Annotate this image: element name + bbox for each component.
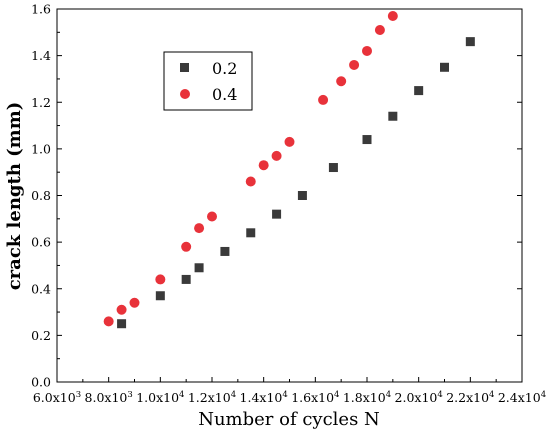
data-point-square bbox=[246, 228, 256, 238]
x-axis-title: Number of cycles N bbox=[198, 409, 380, 430]
data-point-circle bbox=[116, 304, 127, 315]
legend-label-0-4: 0.4 bbox=[212, 85, 237, 104]
y-tick-labels: 0.0 0.2 0.4 0.6 0.8 1.0 1.2 1.4 1.6 bbox=[31, 2, 51, 390]
data-point-circle bbox=[271, 150, 282, 161]
x-tick-label: 2.4x104 bbox=[498, 390, 546, 405]
plot-frame bbox=[56, 8, 523, 383]
y-tick-label: 0.8 bbox=[31, 188, 51, 203]
data-point-circle bbox=[245, 176, 256, 187]
data-point-square bbox=[155, 291, 165, 301]
data-point-square bbox=[440, 62, 449, 72]
y-tick-label: 0.4 bbox=[31, 281, 51, 296]
data-point-circle bbox=[318, 94, 329, 105]
legend-circle-marker bbox=[180, 89, 190, 99]
axis-ticks bbox=[56, 8, 523, 383]
data-point-circle bbox=[284, 136, 295, 147]
data-point-circle bbox=[258, 160, 269, 171]
data-point-circle bbox=[207, 211, 217, 222]
data-point-circle bbox=[181, 241, 192, 252]
x-tick-label: 1.2x104 bbox=[188, 390, 236, 405]
y-tick-label: 1.2 bbox=[31, 95, 51, 110]
x-tick-label: 2.2x104 bbox=[446, 390, 494, 405]
data-point-square bbox=[362, 135, 372, 145]
y-axis-title: crack length (mm) bbox=[4, 102, 25, 291]
data-point-square bbox=[181, 274, 191, 284]
data-point-square bbox=[297, 191, 307, 200]
x-tick-label: 6.0x103 bbox=[33, 390, 81, 405]
data-point-square bbox=[465, 37, 475, 47]
y-tick-label: 1.0 bbox=[31, 141, 51, 156]
data-point-circle bbox=[336, 76, 347, 87]
x-tick-label: 1.0x104 bbox=[136, 390, 184, 405]
x-tick-label: 1.8x104 bbox=[343, 390, 391, 405]
x-tick-label: 2.0x104 bbox=[395, 390, 443, 405]
y-tick-label: 0.6 bbox=[31, 235, 51, 250]
legend-square-marker bbox=[180, 63, 189, 72]
data-point-circle bbox=[362, 45, 372, 56]
x-tick-label: 8.0x103 bbox=[85, 390, 133, 405]
x-tick-label: 1.6x104 bbox=[291, 390, 339, 405]
data-point-circle bbox=[349, 59, 360, 70]
data-point-square bbox=[388, 111, 398, 121]
data-point-circle bbox=[374, 24, 385, 35]
y-tick-label: 0.0 bbox=[31, 375, 51, 390]
data-points bbox=[103, 10, 475, 329]
data-point-square bbox=[117, 319, 127, 329]
data-point-circle bbox=[387, 10, 398, 21]
data-point-circle bbox=[194, 223, 205, 234]
data-point-circle bbox=[103, 316, 114, 327]
data-point-square bbox=[194, 263, 204, 273]
y-tick-label: 0.2 bbox=[31, 328, 51, 343]
legend-box bbox=[163, 51, 253, 111]
data-point-square bbox=[328, 163, 338, 173]
data-point-square bbox=[414, 86, 424, 96]
data-point-square bbox=[272, 209, 282, 219]
data-point-circle bbox=[129, 297, 140, 308]
data-point-square bbox=[220, 246, 230, 256]
x-tick-labels: 6.0x103 8.0x103 1.0x104 1.2x104 1.4x104 1.6x1… bbox=[33, 390, 546, 405]
y-tick-label: 1.4 bbox=[31, 48, 51, 63]
legend-label-0-2: 0.2 bbox=[212, 59, 237, 78]
data-point-circle bbox=[155, 274, 166, 285]
y-tick-label: 1.6 bbox=[31, 2, 51, 17]
x-tick-label: 1.4x104 bbox=[240, 390, 288, 405]
legend: 0.2 0.4 bbox=[163, 51, 253, 111]
